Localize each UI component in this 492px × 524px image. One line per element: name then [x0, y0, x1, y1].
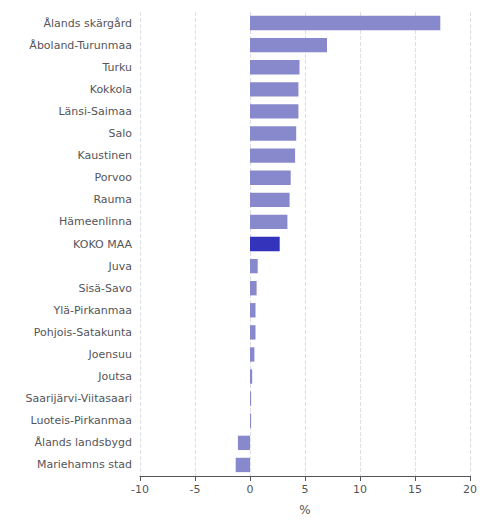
svg-text:Åboland-Turunmaa: Åboland-Turunmaa — [29, 39, 132, 52]
svg-text:Ylä-Pirkanmaa: Ylä-Pirkanmaa — [52, 304, 132, 317]
svg-text:Länsi-Saimaa: Länsi-Saimaa — [58, 105, 132, 118]
svg-text:Mariehamns stad: Mariehamns stad — [37, 458, 132, 471]
svg-text:-5: -5 — [190, 483, 201, 496]
svg-text:Kaustinen: Kaustinen — [77, 149, 132, 162]
svg-text:Rauma: Rauma — [93, 193, 132, 206]
svg-text:Porvoo: Porvoo — [95, 171, 133, 184]
svg-text:0: 0 — [247, 483, 254, 496]
svg-text:Saarijärvi-Viitasaari: Saarijärvi-Viitasaari — [26, 392, 133, 405]
svg-text:10: 10 — [353, 483, 367, 496]
svg-text:Pohjois-Satakunta: Pohjois-Satakunta — [34, 326, 132, 339]
svg-text:Luoteis-Pirkanmaa: Luoteis-Pirkanmaa — [30, 414, 132, 427]
svg-text:Juva: Juva — [108, 260, 132, 273]
svg-text:15: 15 — [408, 483, 422, 496]
svg-text:Joutsa: Joutsa — [97, 370, 132, 383]
svg-text:Ålands skärgård: Ålands skärgård — [43, 17, 132, 30]
svg-text:Ålands landsbygd: Ålands landsbygd — [35, 436, 132, 449]
svg-text:%: % — [299, 503, 310, 517]
svg-text:-10: -10 — [131, 483, 149, 496]
svg-text:Kokkola: Kokkola — [90, 83, 132, 96]
svg-text:20: 20 — [463, 483, 477, 496]
svg-text:Salo: Salo — [108, 127, 132, 140]
svg-text:Joensuu: Joensuu — [88, 348, 132, 361]
svg-text:Hämeenlinna: Hämeenlinna — [59, 215, 132, 228]
svg-text:Turku: Turku — [101, 61, 132, 74]
svg-text:KOKO MAA: KOKO MAA — [73, 238, 132, 251]
svg-text:Sisä-Savo: Sisä-Savo — [79, 282, 133, 295]
svg-text:5: 5 — [302, 483, 309, 496]
